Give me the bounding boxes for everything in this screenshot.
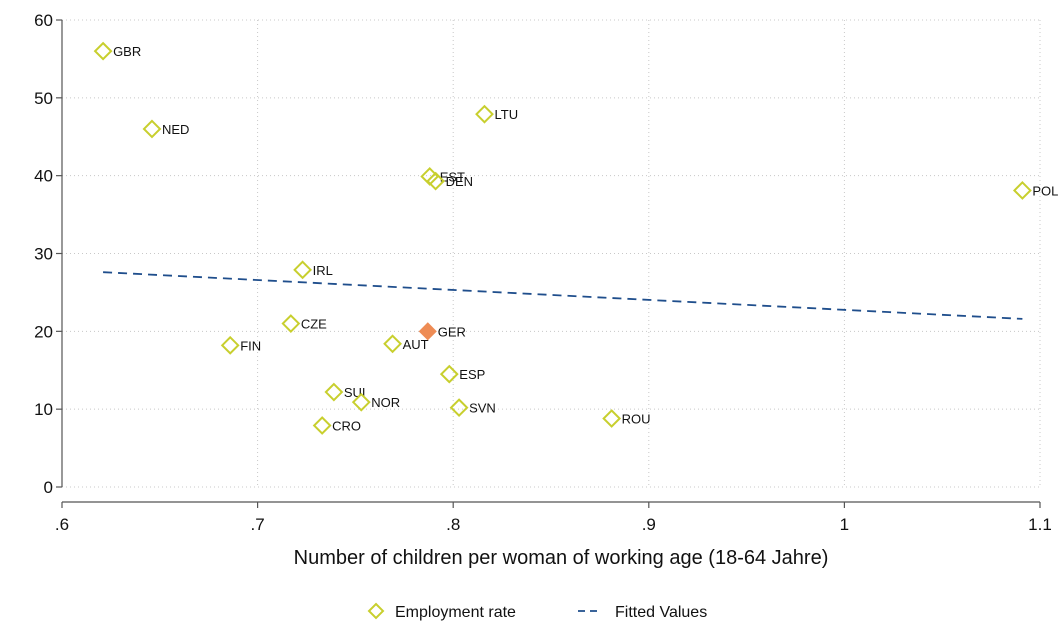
x-tick-label: 1 xyxy=(840,515,849,534)
point-label-esp: ESP xyxy=(459,367,485,382)
fitted-line xyxy=(103,271,1023,320)
legend-label-employment-rate: Employment rate xyxy=(395,604,516,621)
point-marker-cze xyxy=(281,314,301,333)
point-label-fin: FIN xyxy=(240,338,261,353)
point-marker-fin xyxy=(220,335,240,355)
point-marker-cro xyxy=(312,416,332,435)
y-tick-label: 20 xyxy=(34,322,53,341)
x-axis-title: Number of children per woman of working … xyxy=(294,547,829,569)
y-tick-label: 30 xyxy=(34,245,53,264)
y-tick-label: 40 xyxy=(34,167,53,186)
point-marker-sui xyxy=(324,382,344,402)
fitted-line-segment xyxy=(103,271,1023,320)
point-label-svn: SVN xyxy=(469,401,496,416)
x-tick-label: .9 xyxy=(642,515,656,534)
point-marker-aut xyxy=(383,334,402,354)
point-label-ltu: LTU xyxy=(494,107,518,122)
legend-label-fitted-values: Fitted Values xyxy=(615,604,707,621)
y-tick-label: 50 xyxy=(34,89,53,108)
legend-marker-employment-rate xyxy=(367,602,385,620)
point-label-aut: AUT xyxy=(403,337,429,352)
x-tick-label: .8 xyxy=(446,515,460,534)
y-tick-label: 0 xyxy=(44,478,53,497)
point-label-ned: NED xyxy=(162,122,189,137)
point-marker-nor xyxy=(351,392,371,412)
legend: Employment rate Fitted Values xyxy=(367,602,707,621)
point-label-rou: ROU xyxy=(622,412,651,427)
point-marker-rou xyxy=(602,409,622,428)
point-label-gbr: GBR xyxy=(113,44,141,59)
x-tick-label: .6 xyxy=(55,515,69,534)
point-marker-ned xyxy=(142,119,162,139)
grid-lines xyxy=(61,19,1041,488)
point-label-est: EST xyxy=(440,169,465,184)
x-tick-label: 1.1 xyxy=(1028,515,1052,534)
x-tick-label: .7 xyxy=(251,515,265,534)
point-marker-ltu xyxy=(475,104,494,124)
point-label-den: DEN xyxy=(446,174,473,189)
point-marker-pol xyxy=(1012,181,1032,200)
point-label-sui: SUI xyxy=(344,385,366,400)
y-tick-label: 60 xyxy=(34,11,53,30)
y-tick-label: 10 xyxy=(34,400,53,419)
point-marker-ger xyxy=(418,322,437,341)
axes: 0 10 20 30 40 50 60 .6 .7 .8 .9 1 1.1 xyxy=(34,11,1052,534)
point-marker-esp xyxy=(439,364,459,384)
point-marker-irl xyxy=(293,260,313,280)
point-label-cro: CRO xyxy=(332,419,361,434)
point-label-ger: GER xyxy=(438,324,466,339)
point-marker-svn xyxy=(449,398,469,418)
point-marker-den xyxy=(426,171,446,191)
point-label-pol: POL xyxy=(1032,183,1058,198)
point-label-nor: NOR xyxy=(371,395,400,410)
point-marker-gbr xyxy=(93,41,113,61)
point-label-cze: CZE xyxy=(301,317,327,332)
point-label-irl: IRL xyxy=(313,263,333,278)
